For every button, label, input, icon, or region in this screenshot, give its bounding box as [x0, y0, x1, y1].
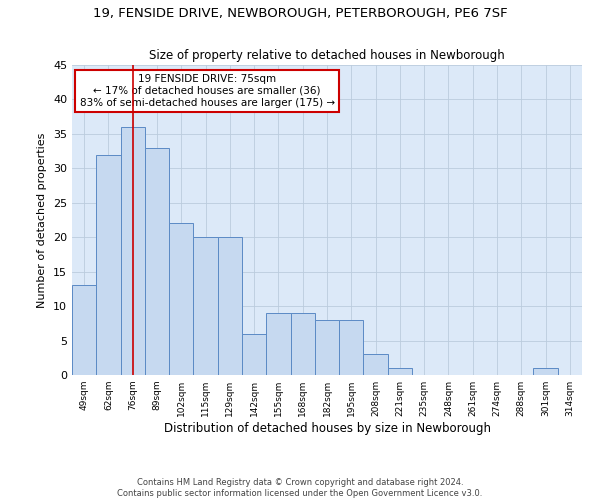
Bar: [72, 286, 96, 375]
Bar: [533, 368, 558, 375]
Bar: [242, 334, 266, 375]
Bar: [121, 127, 145, 375]
Text: 19, FENSIDE DRIVE, NEWBOROUGH, PETERBOROUGH, PE6 7SF: 19, FENSIDE DRIVE, NEWBOROUGH, PETERBORO…: [92, 8, 508, 20]
Bar: [364, 354, 388, 375]
Text: Contains HM Land Registry data © Crown copyright and database right 2024.
Contai: Contains HM Land Registry data © Crown c…: [118, 478, 482, 498]
X-axis label: Distribution of detached houses by size in Newborough: Distribution of detached houses by size …: [163, 422, 491, 435]
Bar: [218, 237, 242, 375]
Bar: [169, 224, 193, 375]
Y-axis label: Number of detached properties: Number of detached properties: [37, 132, 47, 308]
Title: Size of property relative to detached houses in Newborough: Size of property relative to detached ho…: [149, 50, 505, 62]
Bar: [266, 313, 290, 375]
Bar: [315, 320, 339, 375]
Bar: [388, 368, 412, 375]
Text: 19 FENSIDE DRIVE: 75sqm
← 17% of detached houses are smaller (36)
83% of semi-de: 19 FENSIDE DRIVE: 75sqm ← 17% of detache…: [80, 74, 335, 108]
Bar: [145, 148, 169, 375]
Bar: [193, 237, 218, 375]
Bar: [339, 320, 364, 375]
Bar: [96, 154, 121, 375]
Bar: [290, 313, 315, 375]
